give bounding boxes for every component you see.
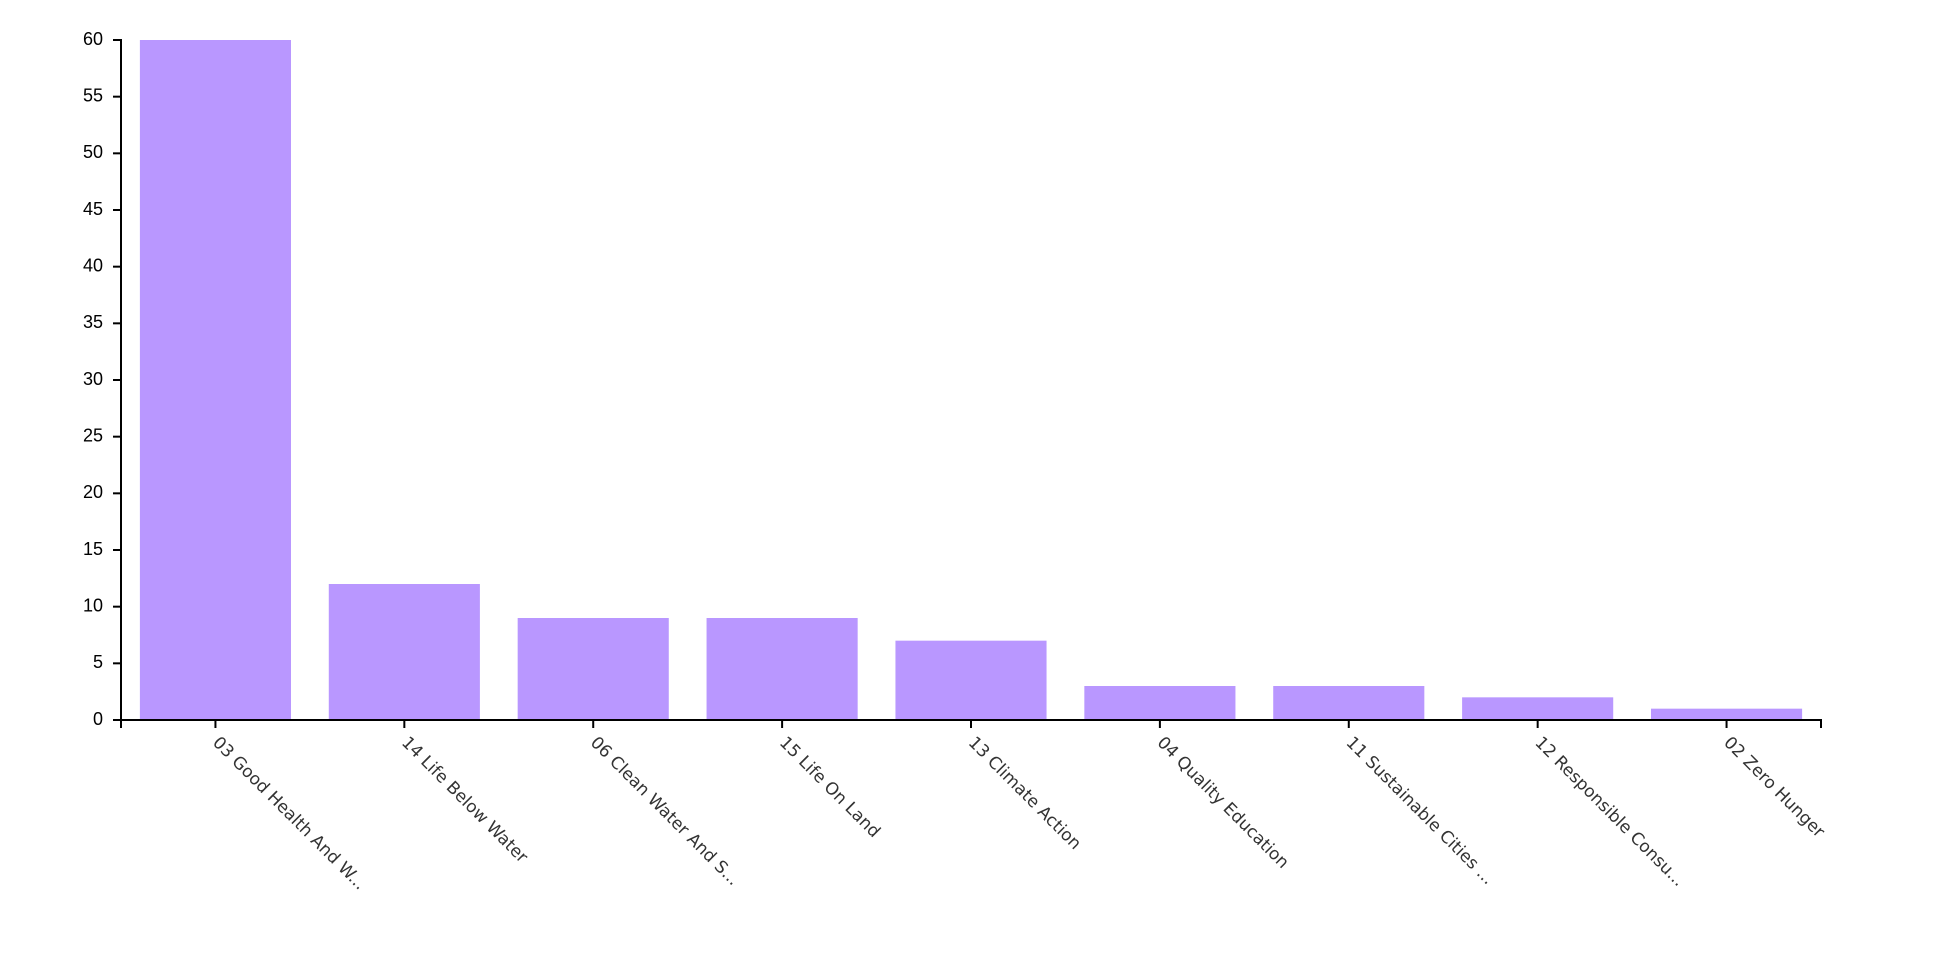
bar-2[interactable]: [517, 618, 669, 720]
y-tick-label-1: 5: [93, 652, 103, 672]
y-tick-label-0: 0: [93, 709, 103, 729]
y-tick-label-3: 15: [83, 539, 103, 559]
bar-6[interactable]: [1273, 686, 1425, 720]
x-tick-label-1: 14 Life Below Water: [397, 733, 531, 867]
y-tick-label-5: 25: [83, 425, 103, 445]
x-tick-label-4: 13 Climate Action: [964, 733, 1085, 854]
y-tick-label-9: 45: [83, 199, 103, 219]
x-tick-label-8: 02 Zero Hunger: [1719, 733, 1828, 842]
y-axis: 0 5 10 15 20 25 30 35 40 45 50 55 60: [83, 29, 122, 729]
y-tick-label-10: 50: [83, 142, 103, 162]
y-tick-label-6: 30: [83, 369, 103, 389]
y-tick-label-11: 55: [83, 85, 103, 105]
x-tick-label-6: 11 Sustainable Cities ...: [1342, 733, 1498, 889]
y-tick-label-12: 60: [83, 29, 103, 49]
bars-layer: [139, 40, 1803, 720]
y-tick-label-4: 20: [83, 482, 103, 502]
bar-1[interactable]: [328, 584, 480, 720]
x-tick-label-5: 04 Quality Education: [1153, 733, 1293, 873]
x-tick-label-2: 06 Clean Water And S...: [586, 733, 743, 890]
x-axis: 03 Good Health And W... 14 Life Below Wat…: [120, 719, 1828, 894]
x-tick-label-3: 15 Life On Land: [775, 733, 884, 842]
bar-7[interactable]: [1462, 697, 1614, 720]
y-tick-label-8: 40: [83, 255, 103, 275]
bar-4[interactable]: [895, 640, 1047, 720]
bar-5[interactable]: [1084, 686, 1236, 720]
bar-0[interactable]: [139, 40, 291, 720]
bar-3[interactable]: [706, 618, 858, 720]
y-tick-label-7: 35: [83, 312, 103, 332]
y-tick-label-2: 10: [83, 595, 103, 615]
x-tick-label-0: 03 Good Health And W...: [208, 733, 369, 894]
bar-8[interactable]: [1651, 708, 1803, 720]
x-tick-label-7: 12 Responsible Consu...: [1531, 733, 1689, 891]
